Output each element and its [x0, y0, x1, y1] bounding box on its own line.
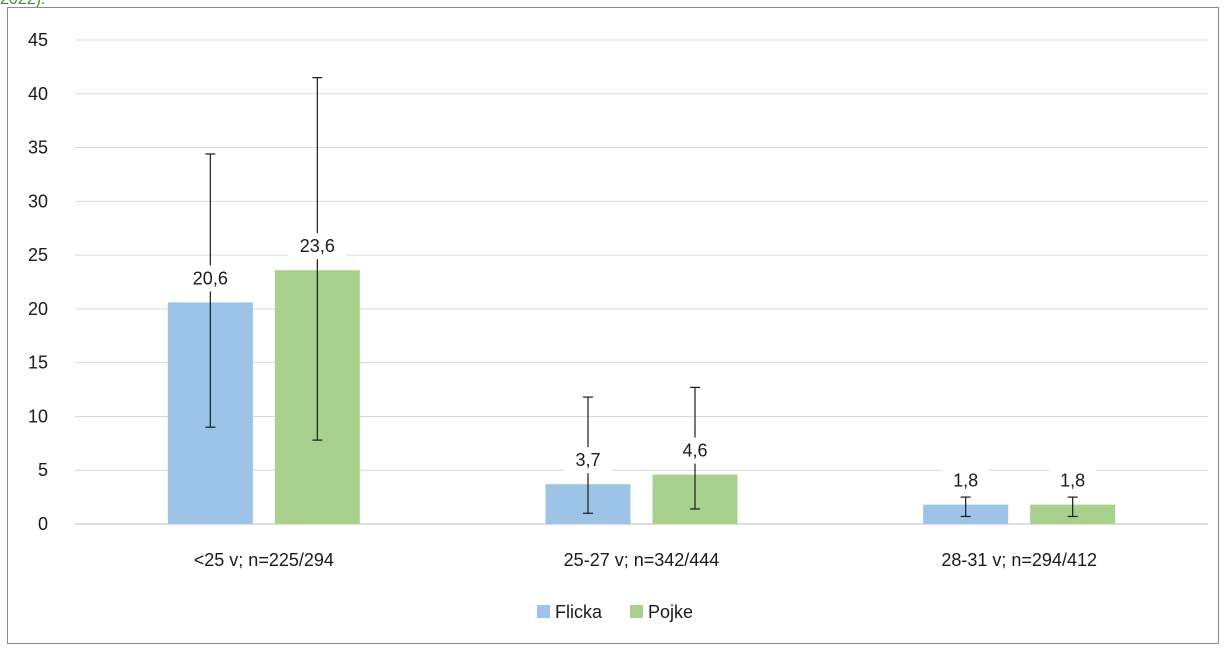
legend: Flicka Pojke [537, 602, 693, 622]
x-category-label: <25 v; n=225/294 [194, 550, 334, 570]
legend-swatch-pojke [630, 605, 643, 618]
data-label-background [181, 265, 240, 292]
x-category-label: 25-27 v; n=342/444 [564, 550, 720, 570]
legend-entry: Pojke [648, 602, 693, 622]
data-label: 20,6 [193, 268, 228, 288]
x-axis-categories: <25 v; n=225/294 25-27 v; n=342/444 28-31 … [194, 550, 1097, 570]
y-tick-label: 45 [28, 30, 48, 50]
y-tick-label: 30 [28, 191, 48, 211]
gridlines [75, 39, 1208, 525]
legend-swatch-flicka [537, 605, 550, 618]
y-tick-label: 15 [28, 353, 48, 373]
data-label: 23,6 [300, 236, 335, 256]
data-label-background [1049, 467, 1097, 494]
data-label-background [671, 437, 719, 464]
y-tick-label: 10 [28, 406, 48, 426]
y-tick-label: 5 [38, 460, 48, 480]
data-label-background [942, 467, 990, 494]
data-label-background [288, 233, 347, 260]
y-tick-label: 35 [28, 138, 48, 158]
data-labels: 20,6 23,6 3,7 4,6 1,8 1,8 [181, 233, 1097, 494]
y-tick-label: 20 [28, 299, 48, 319]
y-tick-label: 25 [28, 245, 48, 265]
data-label: 1,8 [953, 471, 978, 491]
data-label: 3,7 [575, 450, 600, 470]
legend-entry: Flicka [555, 602, 603, 622]
data-label-background [564, 447, 612, 474]
data-label: 4,6 [682, 441, 707, 461]
x-category-label: 28-31 v; n=294/412 [941, 550, 1097, 570]
caption-fragment: 2022). [0, 0, 45, 9]
data-label: 1,8 [1060, 471, 1085, 491]
y-tick-label: 40 [28, 84, 48, 104]
y-tick-label: 0 [38, 514, 48, 534]
y-axis-ticks: 0 5 10 15 20 25 30 35 40 45 [28, 30, 48, 534]
chart-frame [7, 7, 1219, 644]
